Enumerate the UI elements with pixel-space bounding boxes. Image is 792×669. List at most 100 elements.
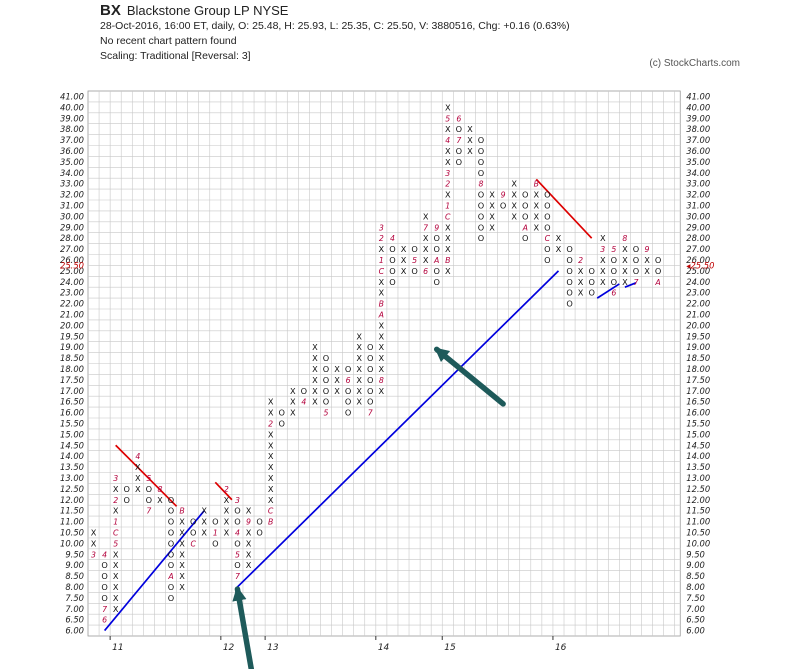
y-tick-label-left: 8.50 xyxy=(65,571,84,581)
y-tick-label-right: 6.50 xyxy=(686,615,705,625)
x-box: X xyxy=(179,527,185,537)
y-tick-label-right: 22.00 xyxy=(686,299,710,309)
y-tick-label-right: 41.00 xyxy=(686,91,710,101)
chart-title: BX Blackstone Group LP NYSE xyxy=(100,2,740,19)
month-marker: 5 xyxy=(324,409,329,418)
x-box: X xyxy=(489,222,495,232)
o-box: O xyxy=(323,397,329,407)
x-box: X xyxy=(334,386,340,396)
y-tick-label-left: 19.50 xyxy=(60,331,84,341)
o-box: O xyxy=(124,484,130,494)
y-tick-label-right: 13.50 xyxy=(686,462,710,472)
x-box: X xyxy=(268,473,274,483)
y-tick-label-left: 15.00 xyxy=(60,429,84,439)
month-marker: A xyxy=(522,223,528,232)
y-tick-label-left: 8.00 xyxy=(65,582,84,592)
o-box: O xyxy=(367,375,373,385)
y-tick-label-right: 27.00 xyxy=(686,244,710,254)
x-box: X xyxy=(467,135,473,145)
o-box: O xyxy=(478,190,484,200)
y-tick-label-right: 34.00 xyxy=(686,168,710,178)
o-box: O xyxy=(478,211,484,221)
x-box: X xyxy=(489,200,495,210)
o-box: O xyxy=(212,538,218,548)
x-box: X xyxy=(268,440,274,450)
o-box: O xyxy=(478,157,484,167)
resistance-trend-line xyxy=(535,178,593,239)
o-box: O xyxy=(168,593,174,603)
x-box: X xyxy=(201,527,207,537)
y-tick-label-left: 7.50 xyxy=(65,593,84,603)
x-box: X xyxy=(600,233,606,243)
o-box: O xyxy=(566,255,572,265)
y-tick-label-right: 29.00 xyxy=(686,222,710,232)
x-box: X xyxy=(356,397,362,407)
o-box: O xyxy=(168,506,174,516)
x-box: X xyxy=(356,331,362,341)
o-box: O xyxy=(566,299,572,309)
month-marker: B xyxy=(445,256,450,265)
o-box: O xyxy=(323,353,329,363)
y-tick-label-left: 16.00 xyxy=(60,408,84,418)
y-tick-label-right: 30.00 xyxy=(686,211,710,221)
month-marker: 2 xyxy=(224,485,229,494)
year-label: 11 xyxy=(112,643,123,653)
o-box: O xyxy=(522,200,528,210)
y-tick-label-right: 37.00 xyxy=(686,135,710,145)
o-box: O xyxy=(566,277,572,287)
o-box: O xyxy=(389,266,395,276)
month-marker: 1 xyxy=(213,528,218,537)
x-box: X xyxy=(379,320,385,330)
y-tick-label-right: 18.00 xyxy=(686,364,710,374)
x-box: X xyxy=(201,517,207,527)
o-box: O xyxy=(478,233,484,243)
y-tick-label-left: 38.00 xyxy=(60,124,84,134)
x-box: X xyxy=(467,146,473,156)
x-box: X xyxy=(401,244,407,254)
y-tick-label-right: 10.00 xyxy=(686,538,710,548)
x-box: X xyxy=(268,408,274,418)
month-marker: 9 xyxy=(645,245,650,254)
o-box: O xyxy=(500,200,506,210)
month-marker: B xyxy=(379,300,384,309)
y-tick-label-left: 17.50 xyxy=(60,375,84,385)
o-box: O xyxy=(588,288,594,298)
y-tick-label-left: 13.50 xyxy=(60,462,84,472)
x-box: X xyxy=(356,364,362,374)
month-marker: 8 xyxy=(379,376,384,385)
o-box: O xyxy=(234,560,240,570)
y-tick-label-right: 26.00 xyxy=(686,255,710,265)
month-marker: 2 xyxy=(379,234,384,243)
x-box: X xyxy=(91,538,97,548)
copyright-notice: (c) StockCharts.com xyxy=(649,58,740,69)
month-marker: 1 xyxy=(379,256,384,265)
x-box: X xyxy=(401,266,407,276)
x-box: X xyxy=(644,255,650,265)
o-box: O xyxy=(588,277,594,287)
x-box: X xyxy=(622,255,628,265)
y-tick-label-left: 10.50 xyxy=(60,527,84,537)
y-tick-label-right: 17.50 xyxy=(686,375,710,385)
y-tick-label-right: 32.00 xyxy=(686,190,710,200)
x-box: X xyxy=(644,266,650,276)
y-tick-label-right: 36.00 xyxy=(686,146,710,156)
y-tick-label-right: 23.00 xyxy=(686,288,710,298)
o-box: O xyxy=(367,364,373,374)
o-box: O xyxy=(433,277,439,287)
x-box: X xyxy=(246,527,252,537)
month-marker: 1 xyxy=(445,201,450,210)
o-box: O xyxy=(655,255,661,265)
x-box: X xyxy=(356,353,362,363)
y-tick-label-right: 6.00 xyxy=(686,626,705,636)
month-marker: C xyxy=(190,539,196,548)
x-box: X xyxy=(179,571,185,581)
y-tick-label-right: 25.00 xyxy=(686,266,710,276)
o-box: O xyxy=(389,277,395,287)
x-box: X xyxy=(511,200,517,210)
o-box: O xyxy=(522,190,528,200)
y-tick-label-right: 7.50 xyxy=(686,593,705,603)
o-box: O xyxy=(566,266,572,276)
y-tick-label-right: 19.00 xyxy=(686,342,710,352)
x-box: X xyxy=(467,124,473,134)
y-tick-label-left: 28.00 xyxy=(60,233,84,243)
